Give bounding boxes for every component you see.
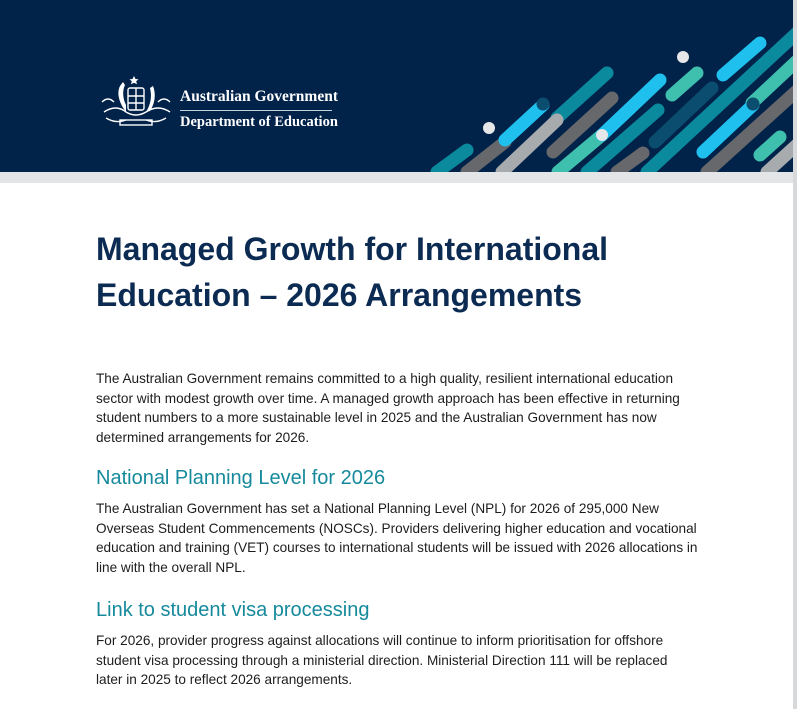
text-line: determined arrangements for 2026.: [96, 429, 310, 445]
logo-divider: [180, 110, 332, 111]
org-name: Australian Government: [180, 88, 339, 105]
title-line: Managed Growth for International: [96, 231, 609, 267]
text-line: The Australian Government remains commit…: [96, 371, 674, 386]
government-logo: Australian Government Department of Educ…: [96, 72, 346, 134]
text-line: The Australian Government has set a Nati…: [96, 501, 659, 516]
npl-paragraph: The Australian Government has set a Nati…: [96, 499, 698, 577]
section-heading-visa: Link to student visa processing: [96, 599, 370, 621]
title-line: Education – 2026 Arrangements: [96, 277, 583, 313]
text-line: For 2026, provider progress against allo…: [96, 633, 664, 648]
visa-paragraph: For 2026, provider progress against allo…: [96, 631, 667, 690]
header-banner: Australian Government Department of Educ…: [0, 0, 797, 172]
text-line: education and training (VET) courses to …: [96, 540, 698, 556]
text-line: later in 2025 to reflect 2026 arrangemen…: [96, 672, 353, 688]
text-line: line with the overall NPL.: [96, 559, 246, 575]
section-heading-npl: National Planning Level for 2026: [96, 467, 386, 489]
department-name: Department of Education: [180, 114, 338, 130]
decorative-stripes: [430, 24, 797, 172]
text-line: Overseas Student Commencements (NOSCs). …: [96, 520, 697, 536]
text-line: sector with modest growth over time. A m…: [96, 390, 680, 406]
page-title: Managed Growth for International Educati…: [96, 226, 608, 318]
intro-paragraph: The Australian Government remains commit…: [96, 369, 680, 447]
page-edge: [793, 0, 797, 709]
text-line: student visa processing through a minist…: [96, 652, 668, 668]
coat-of-arms-icon: [101, 76, 171, 126]
text-line: student numbers to a more sustainable le…: [96, 410, 657, 426]
header-divider-band: [0, 172, 797, 183]
